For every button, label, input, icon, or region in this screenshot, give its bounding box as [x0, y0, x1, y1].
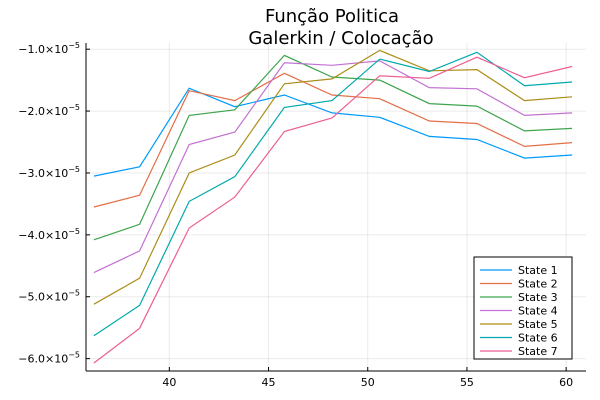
- legend-label-state-5: State 5: [518, 318, 558, 331]
- title-line-1: Função Politica: [265, 6, 399, 27]
- series-line-state-5: [93, 49, 573, 305]
- series-line-state-7: [93, 56, 573, 364]
- x-tick-label: 60: [559, 376, 573, 389]
- legend-label-state-7: State 7: [518, 345, 558, 358]
- legend-label-state-6: State 6: [518, 332, 558, 345]
- y-tick-label: −2.0×10−5: [18, 103, 80, 118]
- series-line-state-1: [93, 87, 573, 177]
- series-lines: [93, 49, 573, 364]
- x-tick-label: 40: [162, 376, 176, 389]
- legend-label-state-1: State 1: [518, 264, 558, 277]
- legend-label-state-3: State 3: [518, 291, 558, 304]
- x-tick-label: 55: [460, 376, 474, 389]
- y-tick-label: −6.0×10−5: [18, 351, 80, 366]
- y-tick-label: −3.0×10−5: [18, 165, 80, 180]
- y-ticks: −6.0×10−5 −5.0×10−5 −4.0×10−5 −3.0×10−5 −2.0…: [18, 41, 90, 366]
- legend-label-state-4: State 4: [518, 305, 558, 318]
- y-tick-label: −5.0×10−5: [18, 289, 80, 304]
- x-tick-label: 50: [361, 376, 375, 389]
- series-line-state-2: [93, 72, 573, 208]
- chart-title: Função Politica Galerkin / Colocação: [248, 6, 433, 49]
- series-line-state-4: [93, 60, 573, 274]
- x-ticks: 40 45 50 55 60: [162, 367, 573, 389]
- y-tick-label: −1.0×10−5: [18, 41, 80, 56]
- series-line-state-3: [93, 54, 573, 241]
- legend-label-state-2: State 2: [518, 278, 558, 291]
- title-line-2: Galerkin / Colocação: [248, 28, 433, 49]
- x-tick-label: 45: [262, 376, 276, 389]
- y-tick-label: −4.0×10−5: [18, 227, 80, 242]
- legend-box: [473, 256, 573, 360]
